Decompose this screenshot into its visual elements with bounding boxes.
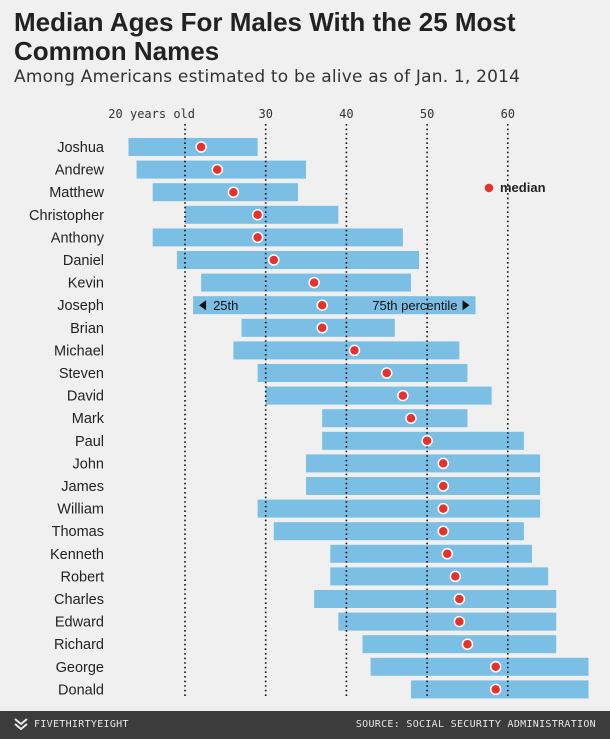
range-bar-steven bbox=[257, 364, 468, 382]
name-label-george: George bbox=[56, 660, 104, 676]
name-label-christopher: Christopher bbox=[29, 208, 104, 224]
name-label-joseph: Joseph bbox=[57, 298, 104, 314]
name-label-brian: Brian bbox=[70, 321, 104, 337]
range-bar-edward bbox=[338, 612, 557, 631]
median-dot-joseph bbox=[316, 299, 328, 311]
percentile-25-label: 25th bbox=[213, 298, 238, 313]
footer-source: SOURCE: SOCIAL SECURITY ADMINISTRATION bbox=[355, 719, 596, 730]
percentile-right-arrow-icon bbox=[462, 300, 470, 311]
range-bar-mark bbox=[322, 409, 468, 428]
median-dot-anthony bbox=[251, 231, 264, 244]
range-bar-james bbox=[306, 477, 541, 495]
median-dot-matthew bbox=[227, 186, 240, 198]
range-bar-george bbox=[370, 657, 589, 676]
legend-median-marker bbox=[484, 183, 494, 193]
percentile-left-arrow-icon bbox=[199, 300, 207, 311]
median-dot-brian bbox=[316, 322, 328, 334]
name-label-mark: Mark bbox=[72, 411, 105, 427]
name-label-richard: Richard bbox=[54, 637, 104, 653]
range-bar-richard bbox=[362, 635, 557, 654]
chart-title: Median Ages For Males With the 25 Most C… bbox=[14, 7, 516, 66]
median-dot-christopher bbox=[251, 209, 264, 221]
median-dot-donald bbox=[489, 683, 502, 696]
median-dot-john bbox=[437, 457, 449, 470]
median-dot-andrew bbox=[211, 163, 224, 176]
name-label-robert: Robert bbox=[60, 569, 104, 585]
chart-subtitle: Among Americans estimated to be alive as… bbox=[14, 67, 521, 87]
median-dot-david bbox=[397, 389, 409, 402]
median-dot-robert bbox=[449, 570, 462, 583]
median-dot-james bbox=[437, 480, 449, 492]
median-dot-charles bbox=[453, 593, 466, 605]
name-label-thomas: Thomas bbox=[52, 524, 104, 540]
name-label-edward: Edward bbox=[55, 615, 104, 631]
range-bar-thomas bbox=[273, 522, 524, 541]
footer-brand: FIVETHIRTYEIGHT bbox=[14, 718, 129, 730]
name-label-matthew: Matthew bbox=[49, 185, 104, 201]
median-dot-joshua bbox=[195, 141, 207, 153]
median-dot-william bbox=[437, 502, 449, 515]
name-label-james: James bbox=[61, 479, 104, 495]
tick-label-40: 40 bbox=[339, 107, 353, 121]
legend-median-label: median bbox=[500, 180, 546, 195]
range-bar-kenneth bbox=[330, 544, 533, 563]
percentile-75-label: 75th percentile bbox=[372, 298, 457, 313]
fivethirtyeight-logo-icon bbox=[14, 718, 28, 730]
name-label-daniel: Daniel bbox=[63, 253, 104, 269]
name-label-michael: Michael bbox=[54, 343, 104, 359]
name-label-william: William bbox=[57, 502, 104, 518]
range-bar-matthew bbox=[152, 183, 298, 202]
median-dot-edward bbox=[453, 615, 466, 628]
name-label-donald: Donald bbox=[58, 682, 104, 698]
median-dot-paul bbox=[421, 435, 433, 447]
range-bar-david bbox=[265, 386, 492, 405]
range-bar-kevin bbox=[201, 273, 411, 292]
range-bar-joseph bbox=[193, 296, 476, 315]
tick-label-60: 60 bbox=[501, 107, 515, 121]
median-dot-michael bbox=[348, 344, 361, 357]
median-dot-mark bbox=[405, 412, 417, 424]
tick-label-50: 50 bbox=[420, 107, 434, 121]
tick-label-20: 20 years old bbox=[108, 107, 195, 121]
footer-bar: FIVETHIRTYEIGHT SOURCE: SOCIAL SECURITY … bbox=[0, 711, 610, 739]
range-bar-john bbox=[306, 454, 541, 473]
name-label-john: John bbox=[73, 456, 104, 472]
range-bar-joshua bbox=[128, 138, 258, 156]
median-dot-kenneth bbox=[441, 548, 454, 560]
name-label-kenneth: Kenneth bbox=[50, 547, 104, 563]
name-label-joshua: Joshua bbox=[57, 140, 105, 156]
name-label-anthony: Anthony bbox=[51, 230, 105, 246]
median-dot-steven bbox=[381, 367, 393, 379]
range-bar-william bbox=[257, 499, 541, 518]
range-bar-daniel bbox=[176, 251, 420, 269]
name-label-charles: Charles bbox=[54, 592, 104, 608]
median-dot-kevin bbox=[308, 276, 320, 289]
name-label-steven: Steven bbox=[59, 366, 104, 382]
median-dot-richard bbox=[461, 638, 474, 650]
range-bar-charles bbox=[314, 590, 557, 608]
median-dot-george bbox=[489, 661, 502, 673]
name-label-paul: Paul bbox=[75, 434, 104, 450]
median-dot-thomas bbox=[437, 525, 449, 537]
tick-label-30: 30 bbox=[258, 107, 272, 121]
name-label-david: David bbox=[67, 389, 104, 405]
footer-brand-label: FIVETHIRTYEIGHT bbox=[34, 718, 129, 730]
median-dot-daniel bbox=[268, 254, 280, 266]
name-label-kevin: Kevin bbox=[68, 276, 104, 292]
range-bar-robert bbox=[330, 567, 549, 586]
name-label-andrew: Andrew bbox=[55, 163, 105, 179]
range-bar-anthony bbox=[152, 228, 403, 247]
range-bar-chart: 20 years old 30 40 50 60 Joshua Andrew Matthew C… bbox=[29, 107, 589, 699]
